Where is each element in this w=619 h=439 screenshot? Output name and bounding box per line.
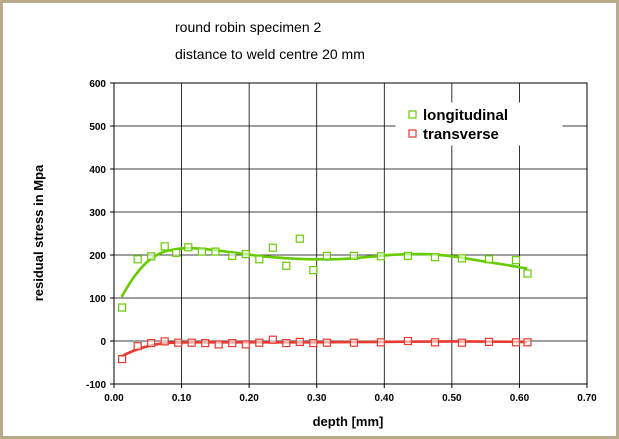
data-point-transverse [403,336,412,346]
data-point-longitudinal [511,256,521,265]
data-point-longitudinal [197,247,206,256]
data-point-longitudinal [147,252,156,261]
data-point-transverse [241,340,250,349]
data-point-longitudinal [228,251,237,260]
data-point-transverse [430,338,440,347]
data-point-transverse [214,340,223,349]
y-tick-label: 600 [89,79,106,90]
data-point-transverse [147,339,156,348]
data-point-longitudinal [457,254,467,263]
data-point-longitudinal [322,251,331,260]
legend: longitudinal transverse [395,102,563,146]
y-tick-label: -100 [86,380,106,391]
data-point-transverse [523,338,532,347]
y-tick-label: 300 [89,208,106,219]
y-tick-label: 100 [89,294,106,305]
data-point-transverse [376,338,385,347]
data-point-transverse [322,338,331,347]
data-point-longitudinal [268,243,277,252]
x-tick-label: 0.10 [172,393,192,404]
data-point-transverse [309,339,318,348]
trend-line-longitudinal [120,246,528,298]
data-point-longitudinal [241,250,250,259]
data-point-transverse [484,337,494,346]
data-point-longitudinal [430,253,440,262]
data-point-longitudinal [484,255,494,264]
data-point-longitudinal [295,234,304,243]
data-point-longitudinal [376,252,385,261]
data-point-longitudinal [349,251,358,260]
legend-marker-longitudinal [408,110,417,119]
y-tick-label: 500 [89,122,106,133]
data-point-transverse [133,342,142,351]
legend-marker-transverse [408,129,417,138]
residual-stress-chart: round robin specimen 2 distance to weld … [31,19,597,429]
data-point-transverse [174,338,183,347]
data-point-transverse [160,337,169,346]
data-point-longitudinal [172,248,181,257]
data-point-transverse [457,338,467,347]
data-point-transverse [201,339,210,348]
data-point-longitudinal [309,266,318,275]
data-point-transverse [511,338,521,347]
y-tick-label: 400 [89,165,106,176]
legend-label-longitudinal: longitudinal [423,107,508,124]
x-tick-label: 0.60 [510,393,530,404]
data-point-transverse [228,339,237,348]
data-point-longitudinal [282,261,291,270]
data-point-transverse [117,355,127,364]
x-axis-label: depth [mm] [313,414,384,429]
data-point-longitudinal [160,242,169,251]
y-tick-label: 200 [89,251,106,262]
x-tick-label: 0.30 [307,393,327,404]
data-point-longitudinal [403,251,412,260]
data-point-longitudinal [211,247,220,256]
data-point-transverse [349,338,358,347]
data-point-longitudinal [523,269,532,278]
chart-title-line-2: distance to weld centre 20 mm [175,46,365,62]
x-tick-label: 0.00 [104,393,124,404]
y-tick-label: 0 [100,337,106,348]
data-point-transverse [255,338,264,347]
plot-area [113,82,588,385]
x-tick-label: 0.20 [239,393,259,404]
legend-box [395,102,563,146]
data-point-transverse [282,339,291,348]
data-point-longitudinal [184,243,193,252]
x-tick-label: 0.50 [442,393,462,404]
data-point-longitudinal [133,255,142,264]
legend-label-transverse: transverse [423,126,499,143]
data-point-transverse [187,338,196,347]
data-points [117,234,532,364]
chart-title-line-1: round robin specimen 2 [175,19,322,35]
x-tick-label: 0.40 [375,393,395,404]
data-point-longitudinal [117,303,127,312]
data-point-transverse [295,337,304,346]
y-axis-label: residual stress in Mpa [31,164,46,301]
data-point-transverse [268,335,277,344]
x-tick-label: 0.70 [577,393,597,404]
tick-labels: 0.00 0.10 0.20 0.30 0.40 0.50 0.60 0.70 -100 0 100… [86,79,597,404]
data-point-longitudinal [255,255,264,264]
